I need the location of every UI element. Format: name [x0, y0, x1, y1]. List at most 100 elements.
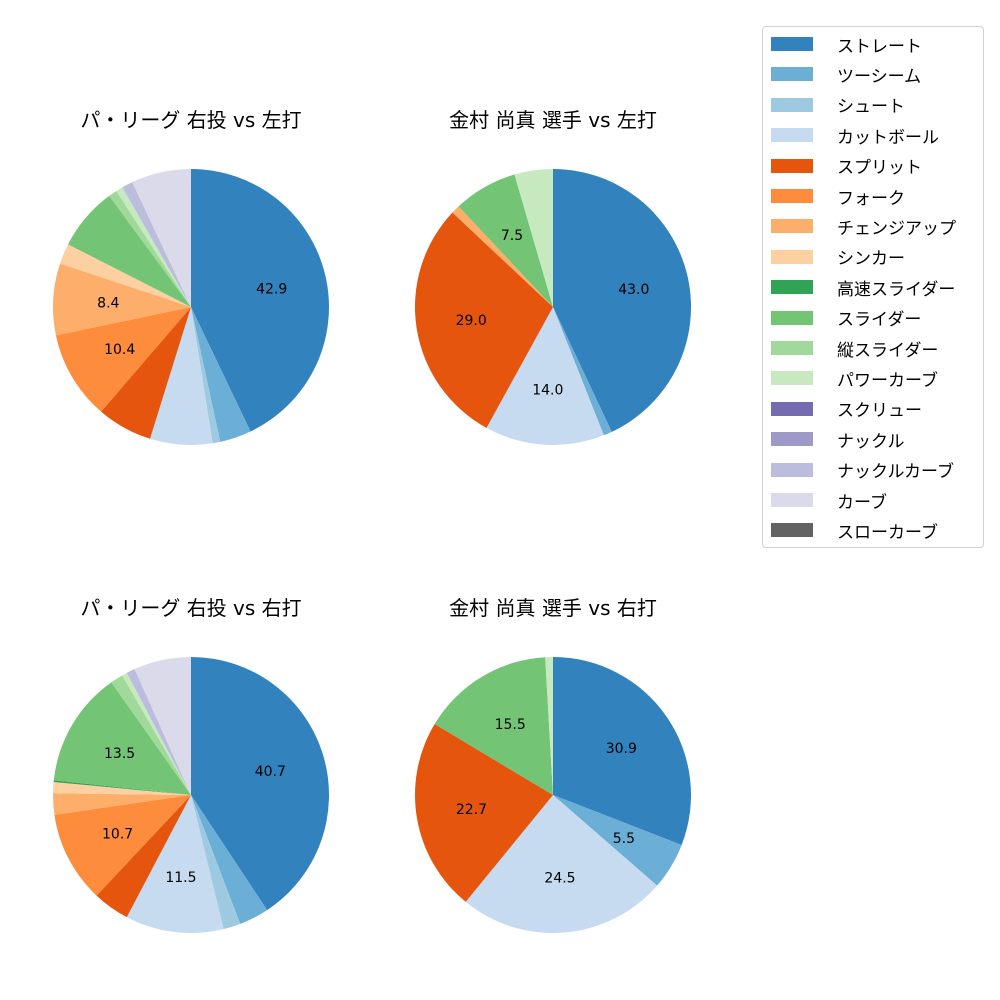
pie-slice	[414, 212, 553, 428]
slice-value-label: 13.5	[104, 746, 135, 762]
legend-swatch	[771, 493, 813, 507]
pie-slice	[60, 244, 191, 307]
legend-label: スクリュー	[837, 401, 922, 422]
legend-item: フォーク	[771, 185, 905, 209]
legend-label: フォーク	[837, 188, 905, 209]
pie-slice	[52, 793, 192, 815]
pie-chart-player-vs-left: 43.0 14.0 29.0 7.5	[414, 169, 692, 445]
legend-item: カーブ	[771, 489, 887, 513]
pie-slice	[53, 782, 192, 795]
legend-label: スライダー	[837, 310, 922, 331]
legend-swatch	[771, 310, 813, 325]
pie-slice	[55, 307, 192, 412]
pie-slice	[514, 169, 553, 307]
legend-label: ナックルカーブ	[837, 462, 954, 483]
pie-slice	[53, 780, 191, 795]
legend-swatch	[771, 401, 813, 416]
pie-slice	[553, 657, 692, 845]
slice-value-label: 10.4	[104, 342, 135, 358]
legend-label: パワーカーブ	[837, 370, 938, 391]
legend-swatch	[771, 249, 813, 264]
legend-item: ナックル	[771, 428, 905, 452]
slice-value-label: 5.5	[613, 831, 635, 847]
slice-value-label: 22.7	[456, 802, 487, 818]
slice-value-label: 10.7	[102, 826, 133, 842]
pie-slice	[191, 795, 268, 924]
legend: ストレート ツーシーム シュート カットボール スプリット フォーク チェンジアップ シンカー…	[762, 26, 984, 548]
legend-item: スプリット	[771, 155, 922, 179]
legend-item: シンカー	[771, 246, 905, 270]
pie-slice	[545, 657, 553, 795]
slice-value-label: 42.9	[256, 282, 287, 298]
slice-value-label: 7.5	[501, 228, 523, 244]
slice-value-label: 24.5	[544, 871, 575, 887]
legend-item: シュート	[771, 94, 905, 118]
legend-swatch	[771, 128, 813, 143]
pie-chart-league-vs-left: 42.9 10.4 8.4	[53, 169, 329, 445]
chart-title-league-vs-left: パ・リーグ 右投 vs 左打	[80, 108, 302, 132]
pie-slice	[53, 682, 191, 795]
pie-slice	[126, 795, 224, 934]
legend-swatch	[771, 158, 813, 173]
legend-item: チェンジアップ	[771, 215, 956, 239]
pie-slice	[116, 187, 191, 307]
pie-slice	[191, 307, 251, 442]
pie-slice	[132, 169, 191, 307]
legend-swatch	[771, 371, 813, 386]
legend-item: パワーカーブ	[771, 367, 938, 391]
pie-slice	[191, 657, 329, 911]
legend-label: シュート	[837, 97, 905, 118]
pie-slice	[126, 669, 191, 795]
pie-slice	[111, 675, 191, 795]
legend-swatch	[771, 67, 813, 82]
slice-value-label: 11.5	[165, 870, 196, 886]
slice-value-label: 15.5	[495, 717, 526, 733]
legend-item: スクリュー	[771, 398, 922, 422]
legend-swatch	[771, 97, 813, 112]
pie-chart-league-vs-right: 40.7 11.5 10.7 13.5	[52, 657, 329, 934]
pie-slice	[191, 795, 241, 930]
pie-slice	[458, 174, 553, 307]
pie-slice	[415, 724, 553, 902]
pie-slice	[96, 795, 191, 918]
legend-item: カットボール	[771, 124, 939, 148]
chart-title-league-vs-right: パ・リーグ 右投 vs 右打	[80, 596, 302, 620]
slice-value-label: 29.0	[456, 313, 487, 329]
pie-slice	[553, 795, 682, 886]
legend-swatch	[771, 341, 813, 355]
pie-slice	[122, 182, 191, 307]
legend-label: シンカー	[837, 249, 905, 270]
pie-slice	[486, 307, 604, 445]
pie-slice	[101, 307, 191, 439]
legend-swatch	[771, 523, 813, 538]
legend-item: 縦スライダー	[771, 337, 939, 361]
legend-label: ツーシーム	[837, 66, 922, 87]
legend-swatch	[771, 462, 813, 477]
legend-swatch	[771, 280, 813, 295]
pie-slice	[465, 795, 658, 933]
legend-swatch	[771, 37, 813, 51]
pie-slice	[553, 169, 692, 432]
legend-label: カーブ	[837, 492, 887, 513]
pie-slice	[150, 307, 213, 445]
slice-value-label: 30.9	[606, 741, 637, 757]
legend-swatch	[771, 219, 813, 234]
slice-value-label: 40.7	[255, 764, 286, 780]
slice-value-label: 8.4	[97, 295, 119, 311]
pie-slice	[109, 190, 191, 307]
legend-swatch	[771, 432, 813, 447]
legend-label: チェンジアップ	[837, 218, 956, 239]
slice-value-label: 14.0	[532, 383, 563, 399]
legend-label: カットボール	[837, 127, 939, 148]
legend-label: 縦スライダー	[837, 340, 939, 361]
pie-slice	[53, 263, 192, 336]
pie-slice	[191, 307, 221, 444]
legend-item: スローカーブ	[771, 519, 938, 543]
pie-slice	[191, 169, 329, 432]
pie-slice	[134, 657, 191, 795]
legend-label: スプリット	[837, 158, 922, 179]
pie-chart-player-vs-right: 30.9 5.5 24.5 22.7 15.5	[415, 657, 692, 933]
chart-title-player-vs-left: 金村 尚真 選手 vs 左打	[449, 108, 657, 132]
legend-label: スローカーブ	[837, 522, 938, 543]
